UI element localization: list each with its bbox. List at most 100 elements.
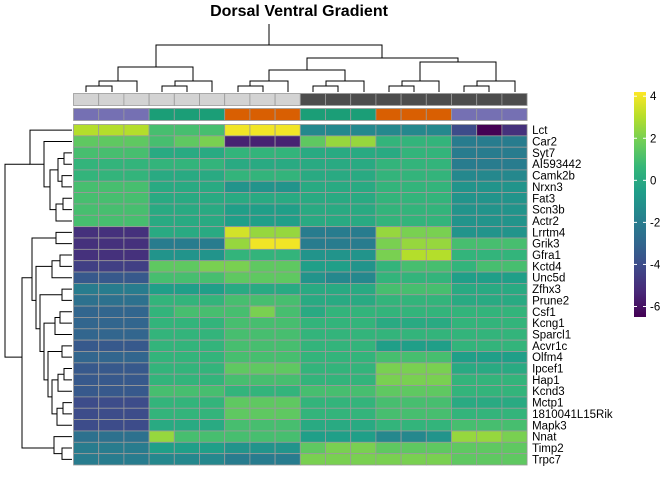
heatmap-cell [274,180,301,194]
heatmap-cell [123,305,150,318]
heatmap-cell [375,373,402,386]
heatmap-cell [224,169,251,182]
heatmap-cell [501,158,528,171]
heatmap-cell [299,305,326,318]
heatmap-cell [274,237,301,250]
legend-tick-label: 4 [650,91,657,103]
heatmap-cell [299,407,326,421]
heatmap-cell [400,351,427,364]
heatmap-cell [501,124,528,137]
heatmap-cell [123,453,150,466]
heatmap-cell [451,237,478,250]
heatmap-cell [325,158,352,171]
heatmap-cell [274,441,301,455]
heatmap-cell [425,180,452,194]
heatmap-cell [123,419,150,432]
heatmap-cell [299,158,326,171]
heatmap-cell [299,248,326,262]
heatmap-cell [400,373,427,386]
heatmap-cell [451,396,478,409]
heatmap-cell [173,385,200,398]
heatmap-cell [350,146,377,159]
heatmap-cell [299,271,326,284]
heatmap-cell [173,135,200,148]
heatmap-cell [476,419,503,432]
heatmap-cell [350,214,377,228]
heatmap-cell [325,282,352,296]
annotation-cell [375,108,402,121]
heatmap-cell [73,248,100,262]
heatmap-cell [73,226,100,239]
heatmap-cell [325,305,352,318]
heatmap-cell [501,351,528,364]
heatmap-cell [325,226,352,239]
heatmap-cell [425,203,452,216]
annotation-cell [98,93,125,106]
heatmap-cell [476,396,503,409]
heatmap-cell [73,407,100,421]
heatmap-cell [299,430,326,443]
heatmap-cell [325,237,352,250]
heatmap-cell [274,305,301,318]
heatmap-cell [350,328,377,341]
heatmap-cell [249,180,276,194]
heatmap-cell [199,294,226,307]
heatmap-cell [73,158,100,171]
heatmap-cell [73,294,100,307]
heatmap-cell [148,180,175,194]
heatmap-cell [98,305,125,318]
heatmap-cell [476,453,503,466]
heatmap-cell [73,203,100,216]
heatmap-cell [274,419,301,432]
heatmap-cell [375,226,402,239]
annotation-cell [400,108,427,121]
heatmap-cell [224,305,251,318]
heatmap-cell [249,339,276,352]
legend-tick-label: -6 [650,301,660,313]
heatmap-cell [325,396,352,409]
annotation-cell [199,108,226,121]
heatmap-cell [249,282,276,296]
row-label: Grik3 [532,239,559,251]
heatmap-cell [451,135,478,148]
heatmap-cell [199,305,226,318]
heatmap-cell [299,362,326,375]
heatmap-cell [199,396,226,409]
heatmap-cell [501,260,528,273]
heatmap-cell [123,180,150,194]
annotation-cell [299,93,326,106]
heatmap-cell [451,169,478,182]
annotation-cell [73,108,100,121]
heatmap-cell [299,260,326,273]
heatmap-cell [299,146,326,159]
heatmap-cell [350,294,377,307]
annotation-cell [148,108,175,121]
heatmap-cell [148,214,175,228]
heatmap-cell [199,192,226,205]
heatmap-cell [123,271,150,284]
heatmap-cell [73,373,100,386]
heatmap-cell [98,158,125,171]
heatmap-cell [375,169,402,182]
heatmap-cell [148,385,175,398]
heatmap-cell [199,362,226,375]
heatmap-cell [98,146,125,159]
heatmap-cell [148,362,175,375]
heatmap-cell [173,192,200,205]
heatmap-cell [400,282,427,296]
heatmap-cell [375,317,402,330]
heatmap-cell [173,362,200,375]
heatmap-cell [123,192,150,205]
heatmap-cell [375,441,402,455]
heatmap-cell [501,214,528,228]
heatmap-cell [73,441,100,455]
heatmap-cell [249,385,276,398]
annotation-cell [350,93,377,106]
heatmap-cell [299,237,326,250]
row-dendrogram [4,129,72,460]
heatmap-cell [199,124,226,137]
heatmap-cell [173,339,200,352]
heatmap-cell [325,271,352,284]
heatmap-cell [425,441,452,455]
heatmap-cells [73,124,528,466]
